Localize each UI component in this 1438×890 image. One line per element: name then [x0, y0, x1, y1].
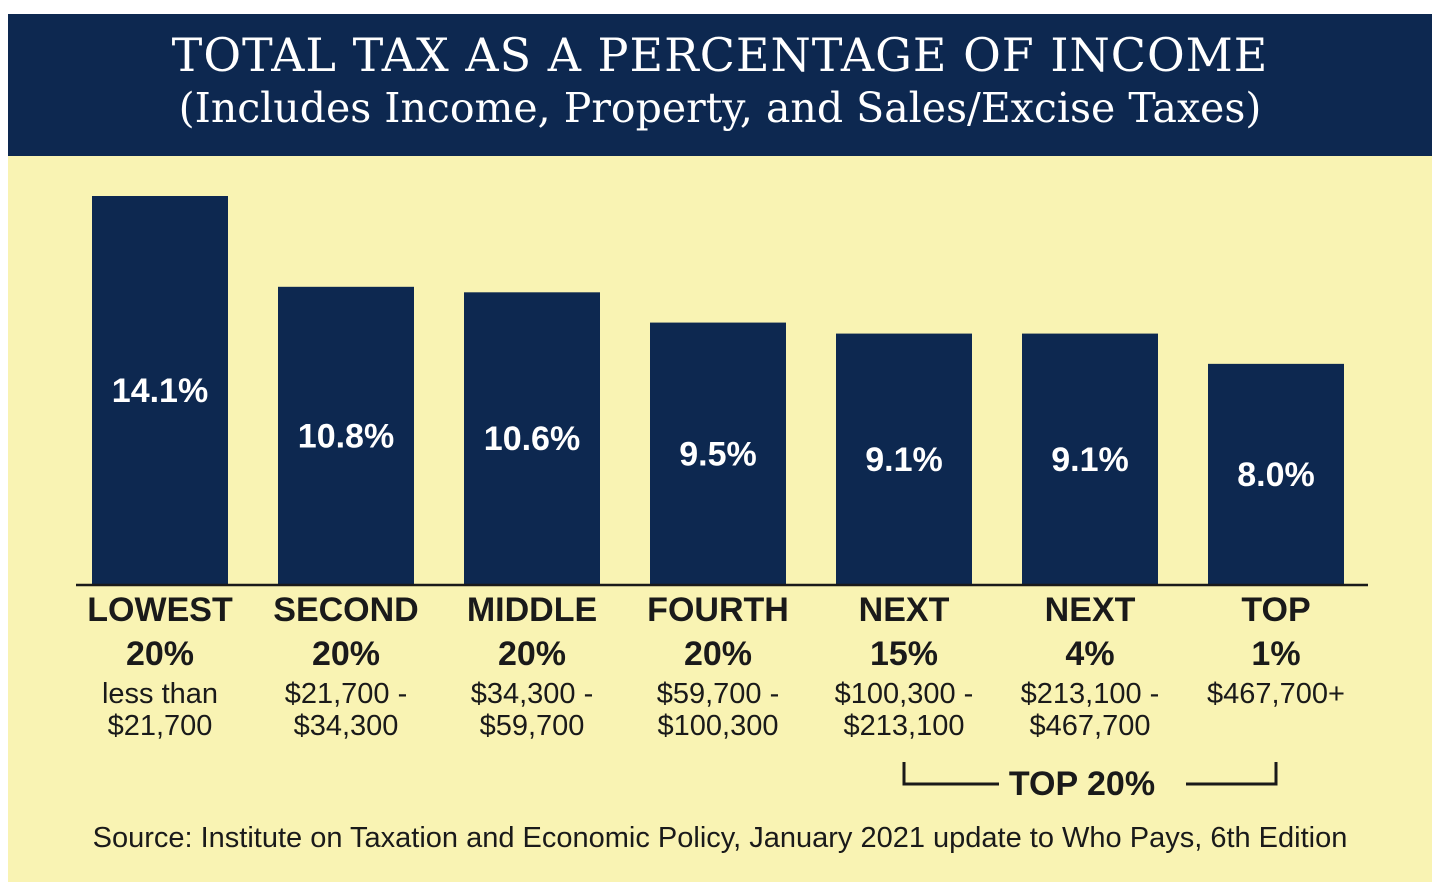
top20-group-label: TOP 20%	[1009, 765, 1155, 803]
category-label: TOP	[1241, 591, 1310, 629]
income-range-label: $21,700 -	[285, 678, 408, 710]
category-label: SECOND	[273, 591, 418, 629]
bar	[1022, 333, 1158, 584]
bar-value-label: 8.0%	[1237, 456, 1315, 494]
category-label: 20%	[498, 635, 566, 673]
bar-value-label: 9.1%	[865, 441, 943, 479]
category-label: 20%	[684, 635, 752, 673]
income-range-label: $100,300 -	[835, 678, 974, 710]
chart-title: TOTAL TAX AS A PERCENTAGE OF INCOME	[171, 28, 1269, 82]
income-range-label: $467,700+	[1207, 678, 1345, 710]
bar	[650, 322, 786, 584]
title-bar: TOTAL TAX AS A PERCENTAGE OF INCOME (Inc…	[8, 14, 1432, 156]
chart-frame: TOTAL TAX AS A PERCENTAGE OF INCOME (Inc…	[8, 14, 1432, 882]
income-range-label: $34,300	[294, 710, 399, 742]
bar-value-label: 10.8%	[298, 417, 394, 455]
bar	[836, 333, 972, 584]
source-note: Source: Institute on Taxation and Econom…	[92, 822, 1348, 854]
category-label: 20%	[126, 635, 194, 673]
income-range-label: $34,300 -	[471, 678, 594, 710]
category-label: 1%	[1251, 635, 1300, 673]
category-label: 15%	[870, 635, 938, 673]
bar	[464, 292, 600, 584]
category-label: FOURTH	[647, 591, 789, 629]
category-label: NEXT	[1045, 591, 1136, 629]
income-range-label: less than	[102, 678, 218, 710]
category-label: NEXT	[859, 591, 950, 629]
bar-chart: 14.1% 10.8% 10.6% 9.5% 9.1% 9.1% 8.0% LOWEST 20%…	[76, 196, 1368, 803]
bar	[278, 286, 414, 584]
income-range-label: $467,700	[1030, 710, 1151, 742]
top20-bracket-left	[902, 762, 999, 786]
income-range-label: $59,700	[480, 710, 585, 742]
income-range-label: $213,100 -	[1021, 678, 1160, 710]
category-label: LOWEST	[87, 591, 233, 629]
income-range-label: $59,700 -	[657, 678, 780, 710]
top20-bracket-right	[1186, 762, 1278, 786]
category-label: 20%	[312, 635, 380, 673]
income-range-label: $213,100	[844, 710, 965, 742]
chart-subtitle: (Includes Income, Property, and Sales/Ex…	[178, 84, 1262, 132]
bar-value-label: 14.1%	[112, 372, 208, 410]
category-label: MIDDLE	[467, 591, 597, 629]
bar	[92, 196, 228, 584]
bar	[1208, 363, 1344, 584]
category-label: 4%	[1065, 635, 1114, 673]
bar-value-label: 9.5%	[679, 435, 757, 473]
bar-value-label: 9.1%	[1051, 441, 1129, 479]
income-range-label: $100,300	[658, 710, 779, 742]
income-range-label: $21,700	[108, 710, 213, 742]
bar-value-label: 10.6%	[484, 420, 580, 458]
